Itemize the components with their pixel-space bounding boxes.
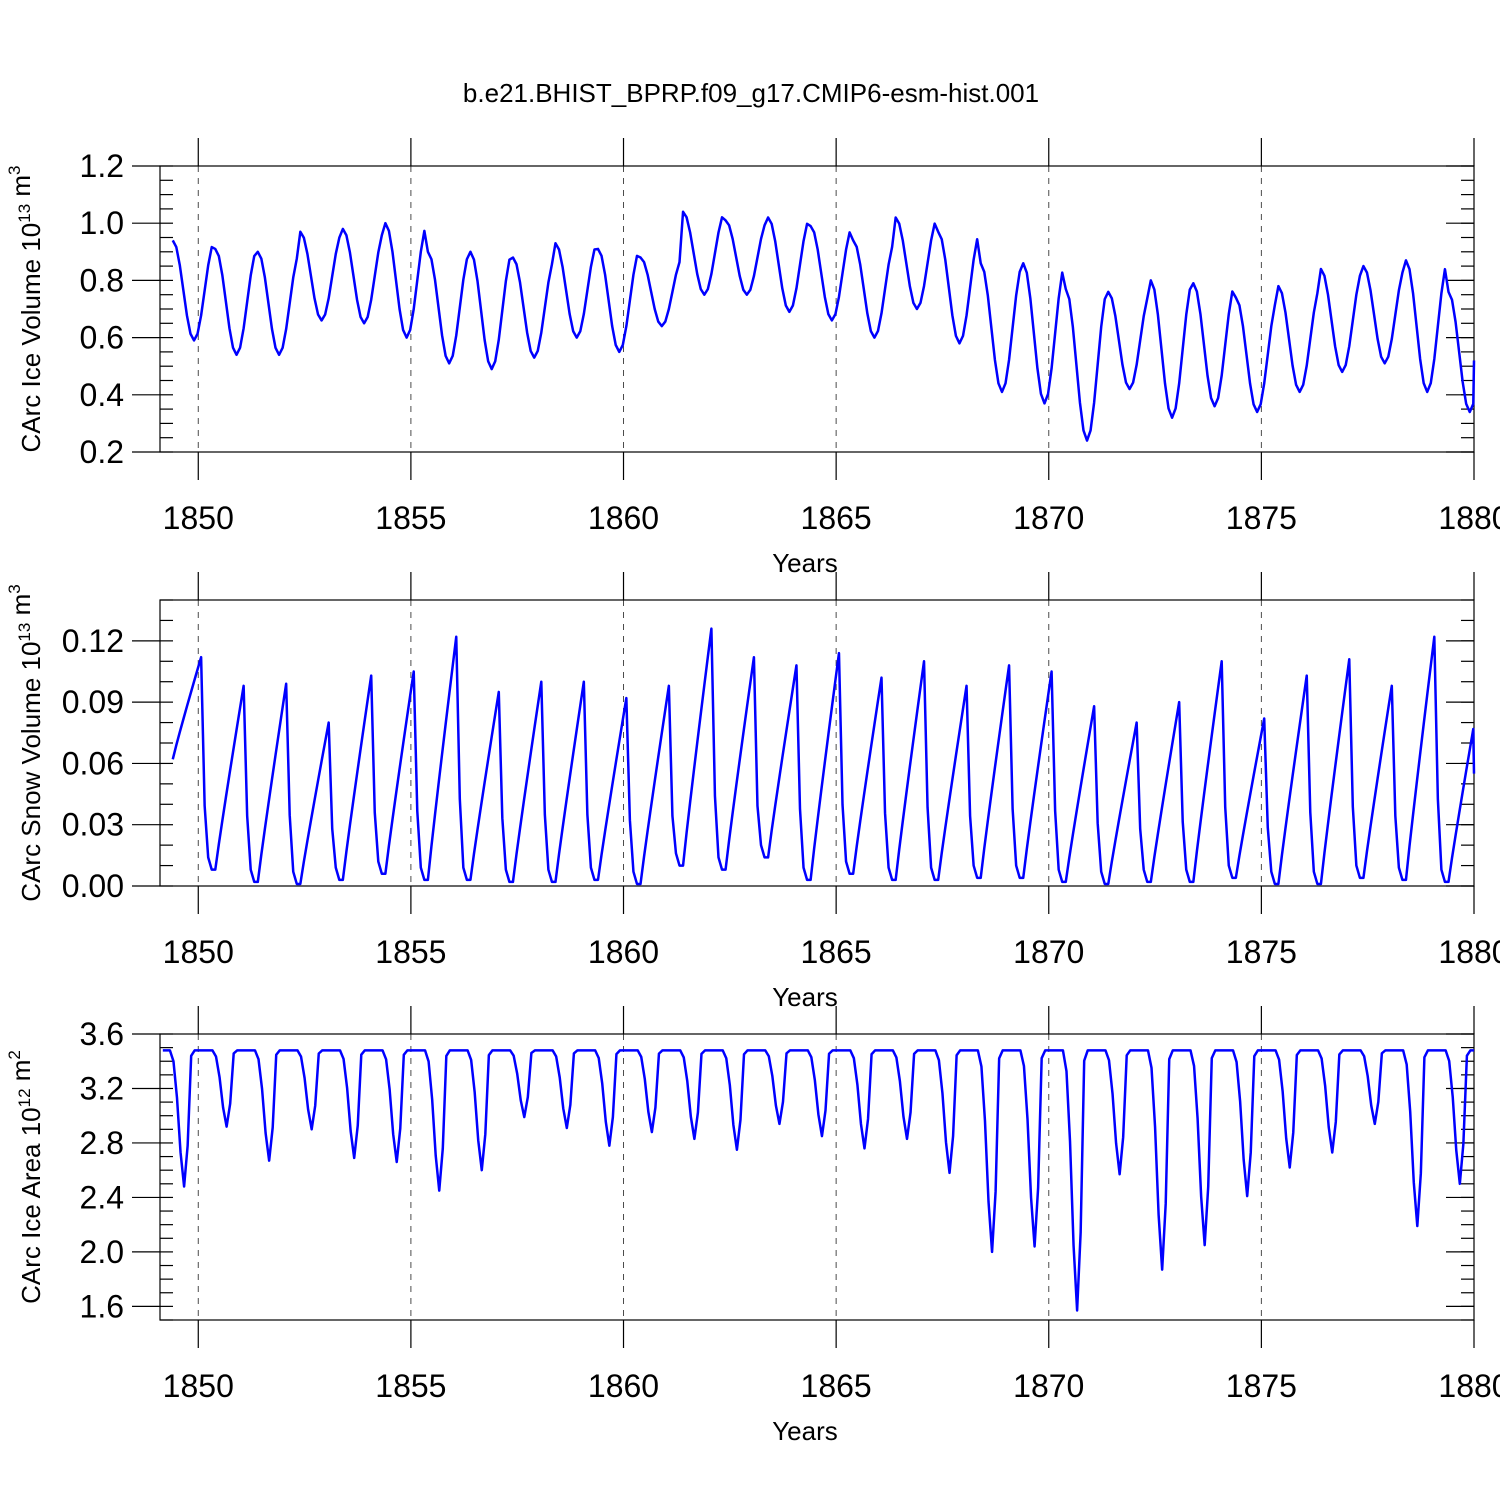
y-tick-label: 3.2 [80,1070,124,1106]
y-tick-label: 2.0 [80,1234,124,1270]
x-tick-label: 1855 [375,934,446,970]
chart-title: b.e21.BHIST_BPRP.f09_g17.CMIP6-esm-hist.… [463,78,1039,108]
y-tick-label: 0.03 [62,807,124,843]
x-tick-label: 1870 [1013,934,1084,970]
series-line-ice-area [162,1049,1474,1312]
x-tick-label: 1875 [1226,1368,1297,1404]
y-tick-label: 0.00 [62,868,124,904]
x-tick-label: 1850 [163,500,234,536]
y-tick-label: 1.2 [80,148,124,184]
x-axis-label: Years [772,548,838,578]
x-tick-label: 1850 [163,1368,234,1404]
y-tick-label: 0.09 [62,684,124,720]
x-tick-label: 1870 [1013,1368,1084,1404]
x-tick-label: 1855 [375,500,446,536]
y-tick-label: 0.8 [80,262,124,298]
x-axis-label: Years [772,1416,838,1446]
y-tick-label: 0.2 [80,434,124,470]
y-tick-label: 0.4 [80,377,124,413]
x-tick-label: 1850 [163,934,234,970]
y-tick-label: 0.06 [62,745,124,781]
y-tick-label: 1.0 [80,205,124,241]
plot-frame [159,599,1475,887]
y-axis-label: CArc Ice Volume 1013 m3 [5,165,46,452]
x-tick-label: 1870 [1013,500,1084,536]
x-tick-label: 1860 [588,500,659,536]
x-tick-label: 1865 [801,1368,872,1404]
y-tick-label: 0.6 [80,320,124,356]
x-tick-label: 1865 [801,500,872,536]
y-tick-label: 3.6 [80,1016,124,1052]
series-line-snow-volume [171,627,1476,886]
y-axis-label: CArc Snow Volume 1013 m3 [5,584,46,901]
y-axis-label: CArc Ice Area 1012 m2 [5,1050,46,1304]
x-tick-label: 1865 [801,934,872,970]
x-tick-label: 1875 [1226,934,1297,970]
x-tick-label: 1875 [1226,500,1297,536]
y-tick-label: 2.8 [80,1125,124,1161]
plot-frame [159,165,1475,453]
series-line-ice-volume [171,210,1476,442]
x-tick-label: 1855 [375,1368,446,1404]
y-tick-label: 0.12 [62,623,124,659]
x-tick-label: 1860 [588,934,659,970]
x-axis-label: Years [772,982,838,1012]
plot-frame [159,1033,1475,1321]
x-tick-label: 1860 [588,1368,659,1404]
y-tick-label: 1.6 [80,1288,124,1324]
y-tick-label: 2.4 [80,1179,124,1215]
